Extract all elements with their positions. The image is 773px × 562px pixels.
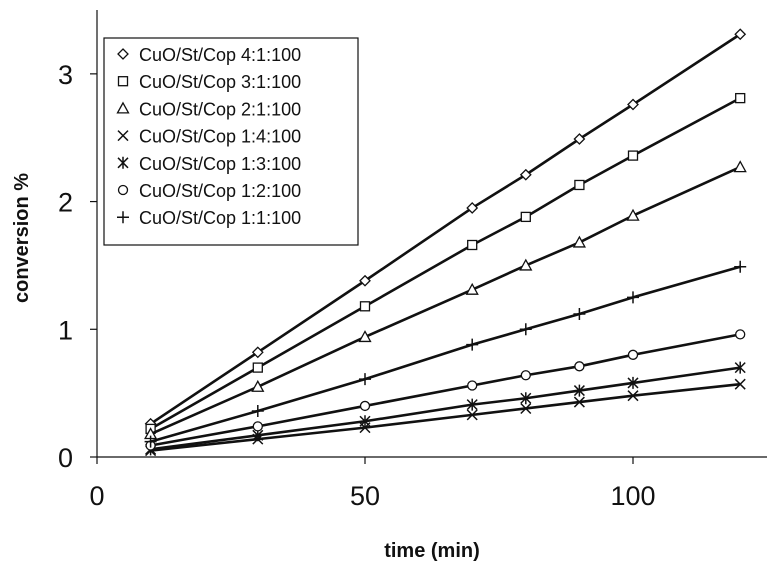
data-point [735, 329, 746, 340]
data-point [733, 160, 747, 173]
data-point [734, 361, 746, 374]
legend-marker-circle [117, 184, 129, 196]
series-line [150, 165, 741, 436]
axes: 0 50 100 0 1 2 3 [58, 10, 767, 511]
legend-entry: CuO/St/Cop 2:1:100 [116, 99, 301, 119]
data-point [573, 384, 585, 397]
plot-area [144, 28, 747, 457]
legend-entry: CuO/St/Cop 1:1:100 [117, 208, 301, 228]
data-point [519, 168, 532, 181]
data-point [251, 346, 264, 359]
data-point [734, 28, 747, 41]
legend-entry: CuO/St/Cop 3:1:100 [117, 72, 301, 92]
data-point [251, 405, 264, 418]
data-point [626, 208, 640, 221]
data-point [466, 409, 478, 421]
data-point [627, 150, 639, 161]
data-point [573, 307, 586, 320]
data-point [358, 330, 372, 343]
data-point [574, 179, 585, 191]
x-tick-label: 0 [89, 481, 104, 511]
y-tick-label: 1 [58, 315, 73, 345]
data-point [466, 338, 479, 351]
data-point [251, 379, 265, 392]
data-point [252, 362, 263, 373]
series-circle [145, 329, 746, 451]
data-point [359, 301, 371, 312]
data-point [573, 396, 585, 408]
data-point [573, 133, 586, 145]
series-line [149, 33, 741, 425]
legend-entry: CuO/St/Cop 1:2:100 [117, 181, 301, 201]
series-line [150, 333, 741, 447]
data-point [467, 239, 478, 251]
data-point [465, 282, 479, 295]
legend-label: CuO/St/Cop 1:4:100 [139, 127, 301, 147]
legend-marker-plus [117, 211, 129, 224]
legend: CuO/St/Cop 4:1:100 CuO/St/Cop 3:1:100 CuO/… [103, 37, 359, 246]
data-point [359, 400, 371, 412]
series-square [145, 92, 746, 435]
y-axis-title: conversion % [11, 173, 33, 303]
data-point [359, 373, 371, 386]
legend-marker-x [117, 130, 129, 142]
legend-marker-diamond [117, 48, 129, 60]
data-point [520, 402, 532, 414]
series-plus [144, 260, 747, 448]
data-point [519, 258, 533, 271]
data-point [572, 235, 586, 248]
x-tick-label: 100 [610, 481, 655, 511]
legend-marker-square [117, 76, 129, 87]
data-point [734, 260, 747, 273]
legend-label: CuO/St/Cop 4:1:100 [139, 45, 301, 65]
legend-label: CuO/St/Cop 1:2:100 [139, 181, 301, 201]
y-tick-label: 2 [58, 188, 73, 218]
legend-label: CuO/St/Cop 1:3:100 [139, 154, 301, 174]
x-tick-label: 50 [350, 481, 380, 511]
legend-label: CuO/St/Cop 2:1:100 [139, 99, 301, 119]
legend-box [103, 37, 359, 246]
data-point [627, 376, 639, 389]
data-point [627, 291, 639, 304]
data-point [574, 361, 585, 372]
legend-entry: CuO/St/Cop 1:3:100 [117, 154, 301, 174]
series-line [150, 382, 741, 452]
data-point [627, 390, 639, 402]
data-point [735, 92, 746, 104]
y-tick-label: 0 [58, 443, 73, 473]
series-line [149, 96, 741, 431]
data-point [520, 392, 532, 405]
legend-label: CuO/St/Cop 1:1:100 [139, 208, 301, 228]
data-point [627, 349, 639, 360]
y-tick-label: 3 [58, 60, 73, 90]
series-triangle [144, 160, 747, 440]
data-point [520, 370, 531, 381]
data-point [252, 421, 263, 432]
series-diamond [144, 28, 747, 430]
legend-entry: CuO/St/Cop 1:4:100 [117, 127, 301, 147]
legend-marker-triangle [116, 101, 130, 114]
data-point [359, 415, 371, 428]
data-point [734, 378, 746, 390]
series-line [150, 265, 741, 443]
data-point [519, 323, 532, 336]
series-line [150, 366, 741, 451]
data-point [466, 398, 478, 411]
legend-marker-asterisk [117, 156, 129, 169]
data-point [627, 98, 639, 111]
data-point [520, 211, 531, 223]
legend-entry: CuO/St/Cop 4:1:100 [117, 45, 301, 65]
data-point [144, 435, 157, 448]
data-point [466, 202, 479, 214]
data-point [467, 380, 478, 391]
x-axis-title: time (min) [384, 540, 480, 562]
data-point [359, 274, 371, 287]
legend-label: CuO/St/Cop 3:1:100 [139, 72, 301, 92]
